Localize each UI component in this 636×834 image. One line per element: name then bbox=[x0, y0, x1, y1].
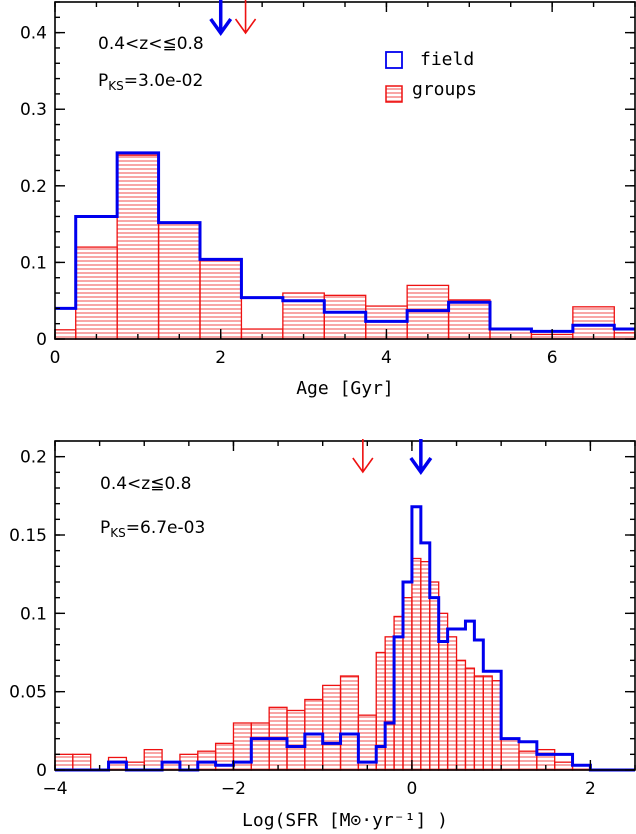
x-tick-label: 4 bbox=[381, 348, 392, 368]
y-tick-label: 0.4 bbox=[20, 24, 47, 44]
groups-bar bbox=[447, 299, 491, 340]
median-arrows bbox=[209, 0, 257, 37]
legend-groups-label: groups bbox=[412, 79, 477, 100]
y-tick-label: 0.2 bbox=[20, 177, 47, 197]
groups-bar bbox=[464, 667, 476, 771]
y-tick-label: 0.2 bbox=[20, 448, 47, 468]
field-histogram-line bbox=[55, 151, 635, 333]
redshift-annotation: 0.4<z<≦0.8 bbox=[98, 34, 204, 54]
field-median-arrow bbox=[409, 439, 433, 476]
x-tick-label: 6 bbox=[547, 348, 558, 368]
x-tick-label: −2 bbox=[221, 779, 246, 799]
groups-bar bbox=[482, 675, 493, 771]
groups-bar bbox=[455, 659, 467, 771]
x-tick-label: 0 bbox=[50, 348, 61, 368]
field-median-arrow bbox=[209, 0, 233, 37]
pks-annotation: PKS=6.7e-03 bbox=[100, 518, 205, 540]
groups-bar bbox=[446, 636, 458, 771]
groups-bar bbox=[107, 756, 128, 771]
legend-groups-swatch bbox=[385, 85, 403, 103]
sfr-histogram-panel: −4 −2 0 2 0 0.05 0.1 0.15 0.2 0.4<z≦0.8 PKS=6.7e… bbox=[9, 439, 636, 831]
x-axis-label: Log(SFR [M⊙·yr⁻¹] ) bbox=[242, 810, 448, 831]
groups-bar bbox=[199, 260, 243, 340]
x-tick-label: −4 bbox=[42, 779, 67, 799]
x-tick-label: 0 bbox=[407, 779, 418, 799]
groups-bar bbox=[406, 284, 450, 340]
y-tick-label: 0.05 bbox=[9, 683, 47, 703]
groups-bar bbox=[500, 738, 520, 771]
groups-median-arrow bbox=[352, 439, 374, 474]
groups-bar bbox=[286, 709, 306, 771]
y-tick-label: 0 bbox=[36, 761, 47, 781]
groups-bar bbox=[250, 722, 270, 771]
y-tick-label: 0.1 bbox=[20, 253, 47, 273]
plot-frame bbox=[54, 440, 636, 771]
age-histogram-panel: 0 2 4 6 0 0.1 0.2 0.3 0.4 0.4<z<≦0.8 PKS=3.0e-02… bbox=[20, 0, 636, 399]
groups-bar bbox=[116, 154, 160, 340]
pks-annotation: PKS=3.0e-02 bbox=[98, 71, 203, 93]
groups-bar bbox=[613, 332, 636, 340]
legend-field-swatch bbox=[385, 51, 403, 69]
groups-bar bbox=[197, 750, 217, 771]
groups-median-arrow bbox=[234, 0, 257, 35]
groups-bar bbox=[554, 761, 574, 771]
x-tick-label: 2 bbox=[215, 348, 226, 368]
y-tick-label: 0 bbox=[36, 330, 47, 350]
groups-bar bbox=[322, 684, 342, 771]
legend: field groups bbox=[385, 49, 477, 103]
y-tick-label: 0.3 bbox=[20, 100, 47, 120]
groups-bar bbox=[339, 675, 360, 771]
plot-frame bbox=[54, 1, 636, 340]
groups-bar bbox=[411, 557, 422, 771]
groups-bar bbox=[572, 306, 615, 340]
groups-bar bbox=[323, 294, 367, 340]
groups-bar bbox=[157, 221, 201, 340]
groups-bar bbox=[75, 246, 118, 340]
y-tick-label: 0.15 bbox=[9, 526, 47, 546]
legend-field-label: field bbox=[420, 49, 474, 70]
x-tick-label: 2 bbox=[585, 779, 596, 799]
groups-bar bbox=[54, 753, 74, 771]
x-axis-label: Age [Gyr] bbox=[296, 378, 394, 399]
groups-bar bbox=[72, 753, 92, 771]
groups-bar bbox=[518, 750, 538, 771]
groups-bar bbox=[473, 675, 484, 771]
groups-bar bbox=[54, 329, 77, 340]
redshift-annotation: 0.4<z≦0.8 bbox=[100, 474, 191, 494]
groups-bar bbox=[143, 748, 163, 771]
axis-ticks: 0 2 4 6 0 0.1 0.2 0.3 0.4 bbox=[20, 1, 636, 368]
y-tick-label: 0.1 bbox=[20, 604, 47, 624]
median-arrows bbox=[352, 439, 433, 476]
